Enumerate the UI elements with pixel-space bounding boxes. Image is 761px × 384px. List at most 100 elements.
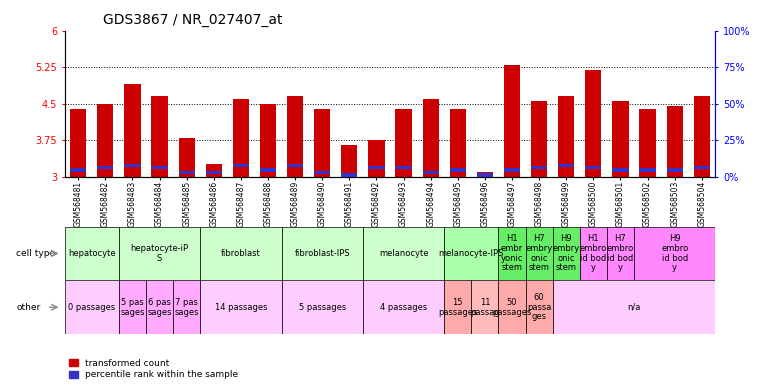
Bar	[613, 168, 629, 172]
Bar	[694, 166, 710, 169]
Text: H9
embro
id bod
y: H9 embro id bod y	[661, 234, 688, 273]
Text: 50
passages: 50 passages	[492, 298, 532, 316]
Text: 6 pas
sages: 6 pas sages	[148, 298, 172, 316]
Bar	[97, 166, 113, 169]
Text: H7
embro
id bod
y: H7 embro id bod y	[607, 234, 634, 273]
Bar	[639, 109, 656, 177]
Text: 0 passages: 0 passages	[68, 303, 116, 312]
Text: 60
passa
ges: 60 passa ges	[527, 293, 551, 321]
Bar	[476, 173, 493, 177]
Bar	[476, 172, 493, 177]
Bar	[124, 84, 141, 177]
Text: fibroblast-IPS: fibroblast-IPS	[295, 249, 350, 258]
Bar	[422, 99, 439, 177]
Bar	[233, 164, 249, 167]
Bar	[552, 227, 580, 280]
Bar	[287, 164, 303, 167]
Bar	[444, 227, 498, 280]
Text: hepatocyte: hepatocyte	[68, 249, 116, 258]
Text: 15
passages: 15 passages	[438, 298, 477, 316]
Text: 14 passages: 14 passages	[215, 303, 267, 312]
Bar	[498, 227, 526, 280]
Bar	[444, 280, 471, 334]
Bar	[471, 280, 498, 334]
Bar	[124, 164, 141, 167]
Bar	[531, 166, 547, 169]
Text: 11
passag: 11 passag	[470, 298, 500, 316]
Bar	[363, 280, 444, 334]
Bar	[667, 168, 683, 172]
Bar	[585, 166, 601, 169]
Bar	[613, 101, 629, 177]
Bar	[396, 109, 412, 177]
Text: H1
embro
id bod
y: H1 embro id bod y	[580, 234, 607, 273]
Bar	[314, 171, 330, 174]
Bar	[119, 227, 200, 280]
Bar	[179, 138, 195, 177]
Bar	[287, 96, 303, 177]
Bar	[585, 70, 601, 177]
Bar	[200, 227, 282, 280]
Bar	[504, 168, 521, 172]
Bar	[314, 109, 330, 177]
Bar	[498, 280, 526, 334]
Bar	[558, 96, 575, 177]
Bar	[667, 106, 683, 177]
Bar	[174, 280, 200, 334]
Text: cell type: cell type	[16, 249, 56, 258]
Bar	[282, 280, 363, 334]
Text: melanocyte-IPS: melanocyte-IPS	[438, 249, 504, 258]
Text: GDS3867 / NR_027407_at: GDS3867 / NR_027407_at	[103, 13, 282, 27]
Legend: transformed count, percentile rank within the sample: transformed count, percentile rank withi…	[69, 359, 239, 379]
Text: 7 pas
sages: 7 pas sages	[174, 298, 199, 316]
Bar	[260, 168, 276, 172]
Bar	[97, 104, 113, 177]
Bar	[341, 145, 358, 177]
Bar	[396, 166, 412, 169]
Bar	[450, 168, 466, 172]
Bar	[65, 280, 119, 334]
Bar	[552, 280, 715, 334]
Bar	[151, 166, 167, 169]
Bar	[233, 99, 249, 177]
Bar	[119, 280, 146, 334]
Text: H1
embr
yonic
stem: H1 embr yonic stem	[501, 234, 524, 273]
Bar	[368, 140, 384, 177]
Bar	[526, 280, 552, 334]
Bar	[531, 101, 547, 177]
Bar	[205, 164, 222, 177]
Bar	[151, 96, 167, 177]
Bar	[341, 173, 358, 177]
Bar	[607, 227, 634, 280]
Text: H7
embry
onic
stem: H7 embry onic stem	[526, 234, 552, 273]
Bar	[526, 227, 552, 280]
Text: H9
embry
onic
stem: H9 embry onic stem	[552, 234, 580, 273]
Bar	[65, 227, 119, 280]
Bar	[422, 171, 439, 174]
Bar	[70, 109, 86, 177]
Bar	[70, 168, 86, 172]
Text: melanocyte: melanocyte	[379, 249, 428, 258]
Bar	[634, 227, 715, 280]
Bar	[200, 280, 282, 334]
Bar	[146, 280, 174, 334]
Bar	[580, 227, 607, 280]
Text: fibroblast: fibroblast	[221, 249, 261, 258]
Bar	[450, 109, 466, 177]
Text: n/a: n/a	[627, 303, 641, 312]
Text: 4 passages: 4 passages	[380, 303, 427, 312]
Bar	[363, 227, 444, 280]
Bar	[282, 227, 363, 280]
Bar	[205, 171, 222, 174]
Text: hepatocyte-iP
S: hepatocyte-iP S	[130, 244, 189, 263]
Text: other: other	[16, 303, 40, 312]
Bar	[558, 164, 575, 167]
Bar	[504, 65, 521, 177]
Bar	[368, 166, 384, 169]
Bar	[694, 96, 710, 177]
Text: 5 passages: 5 passages	[298, 303, 345, 312]
Bar	[639, 168, 656, 172]
Bar	[179, 171, 195, 174]
Text: 5 pas
sages: 5 pas sages	[120, 298, 145, 316]
Bar	[260, 104, 276, 177]
